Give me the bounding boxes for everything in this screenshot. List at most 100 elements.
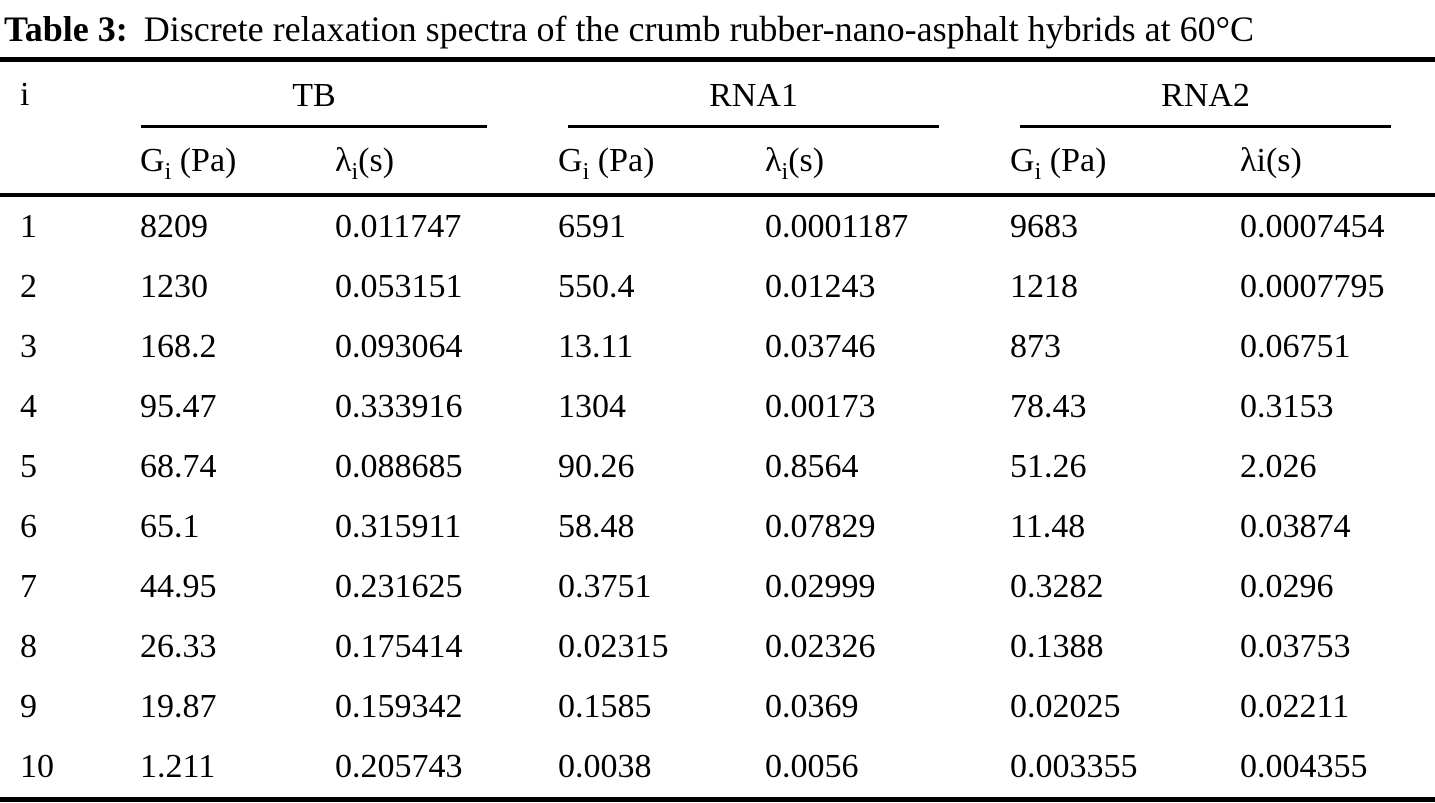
cell-rna1-lambda: 0.0056 bbox=[745, 737, 991, 802]
cell-rna1-g: 0.0038 bbox=[538, 737, 746, 802]
table-body: 1 8209 0.011747 6591 0.0001187 9683 0.00… bbox=[0, 195, 1435, 802]
cell-tb-lambda: 0.315911 bbox=[335, 508, 462, 545]
cell-tb-g: 168.2 bbox=[140, 328, 217, 365]
cell-tb-lambda: 0.053151 bbox=[335, 268, 463, 305]
cell-rna2-g: 51.26 bbox=[1010, 448, 1087, 485]
subheader-main: λ bbox=[335, 142, 352, 179]
subheader-tb-lambda: λi(s) bbox=[315, 129, 539, 197]
cell-rna1-lambda: 0.01243 bbox=[765, 268, 876, 305]
cell-rna1-lambda: 0.02999 bbox=[765, 568, 876, 605]
subheader-sub: i bbox=[1034, 158, 1042, 185]
cell-index: 10 bbox=[0, 737, 120, 802]
cell-rna1-g: 13.11 bbox=[558, 328, 634, 365]
subheader-rest: (s) bbox=[788, 142, 825, 179]
cell-tb-lambda: 0.205743 bbox=[315, 737, 539, 802]
subheader-main: G bbox=[1010, 142, 1035, 179]
cell-rna2-lambda: 0.0007795 bbox=[1240, 268, 1385, 305]
cell-tb-g: 1230 bbox=[140, 268, 208, 305]
cell-rna1-lambda: 0.07829 bbox=[765, 508, 876, 545]
cell-tb-g: 95.47 bbox=[140, 388, 217, 425]
table-caption-label: Table 3: bbox=[4, 9, 128, 49]
cell-tb-g: 68.74 bbox=[140, 448, 217, 485]
cell-index: 8 bbox=[20, 628, 37, 665]
cell-rna1-lambda: 0.02326 bbox=[765, 628, 876, 665]
cell-rna1-lambda: 0.03746 bbox=[765, 328, 876, 365]
cell-rna1-lambda: 0.0369 bbox=[765, 688, 859, 725]
cell-rna1-g: 0.1585 bbox=[558, 688, 652, 725]
subheader-rest: (s) bbox=[358, 142, 395, 179]
cell-rna1-lambda: 0.8564 bbox=[765, 448, 859, 485]
group-header-cell-tb: TB bbox=[120, 60, 538, 130]
cell-tb-lambda: 0.093064 bbox=[335, 328, 463, 365]
cell-rna1-g: 90.26 bbox=[558, 448, 635, 485]
group-header-rna1: RNA1 bbox=[568, 76, 940, 128]
cell-rna1-g: 0.3751 bbox=[558, 568, 652, 605]
cell-tb-g: 1.211 bbox=[120, 737, 315, 802]
table-header: i TB RNA1 RNA2 Gi (Pa) λi(s) Gi (Pa) λi(… bbox=[0, 59, 1435, 197]
cell-rna2-lambda: 0.03874 bbox=[1240, 508, 1351, 545]
cell-rna1-g: 1304 bbox=[558, 388, 627, 425]
cell-tb-g: 8209 bbox=[140, 208, 208, 245]
cell-index: 2 bbox=[20, 268, 37, 305]
cell-rna2-g: 0.1388 bbox=[1010, 628, 1104, 665]
relaxation-spectra-table: i TB RNA1 RNA2 Gi (Pa) λi(s) Gi (Pa) λi(… bbox=[0, 57, 1435, 802]
cell-rna2-g: 0.3282 bbox=[1010, 568, 1104, 605]
subheader-main: λi bbox=[1240, 142, 1266, 179]
subheader-row: Gi (Pa) λi(s) Gi (Pa) λi(s) Gi (Pa) λi(s… bbox=[0, 129, 1435, 197]
cell-tb-lambda: 0.159342 bbox=[335, 688, 463, 725]
subheader-tb-g: Gi (Pa) bbox=[120, 129, 315, 197]
cell-tb-g: 65.1 bbox=[140, 508, 200, 545]
group-header-row: i TB RNA1 RNA2 bbox=[0, 59, 1435, 197]
cell-rna2-lambda: 0.0296 bbox=[1240, 568, 1334, 605]
table-row: 2 1230 0.053151 550.4 0.01243 1218 0.000… bbox=[0, 257, 1435, 317]
cell-rna2-lambda: 0.02211 bbox=[1240, 688, 1350, 725]
cell-rna2-lambda: 0.03753 bbox=[1240, 628, 1351, 665]
cell-rna2-lambda: 0.0007454 bbox=[1240, 208, 1385, 245]
subheader-sub: i bbox=[164, 158, 172, 185]
table-caption: Table 3: Discrete relaxation spectra of t… bbox=[0, 0, 1435, 57]
cell-rna2-lambda: 0.004355 bbox=[1220, 737, 1435, 802]
table-row: 1 8209 0.011747 6591 0.0001187 9683 0.00… bbox=[0, 195, 1435, 257]
cell-tb-lambda: 0.011747 bbox=[335, 208, 462, 245]
cell-index: 6 bbox=[20, 508, 37, 545]
subheader-sub: i bbox=[351, 158, 359, 185]
cell-rna2-g: 0.02025 bbox=[1010, 688, 1121, 725]
cell-rna1-lambda: 0.00173 bbox=[765, 388, 876, 425]
cell-tb-g: 19.87 bbox=[140, 688, 217, 725]
cell-rna1-g: 6591 bbox=[558, 208, 627, 245]
table-row: 8 26.33 0.175414 0.02315 0.02326 0.1388 … bbox=[0, 617, 1435, 677]
cell-tb-lambda: 0.175414 bbox=[335, 628, 463, 665]
cell-rna2-g: 0.003355 bbox=[990, 737, 1221, 802]
table-row: 3 168.2 0.093064 13.11 0.03746 873 0.067… bbox=[0, 317, 1435, 377]
group-header-tb: TB bbox=[141, 76, 488, 128]
table-row: 6 65.1 0.315911 58.48 0.07829 11.48 0.03… bbox=[0, 497, 1435, 557]
group-header-rna2: RNA2 bbox=[1020, 76, 1392, 128]
cell-rna1-g: 550.4 bbox=[558, 268, 635, 305]
table-row: 10 1.211 0.205743 0.0038 0.0056 0.003355… bbox=[0, 737, 1435, 802]
cell-index: 3 bbox=[20, 328, 37, 365]
cell-rna2-lambda: 0.06751 bbox=[1240, 328, 1351, 365]
subheader-rest: (Pa) bbox=[1041, 142, 1107, 179]
column-header-i: i bbox=[0, 59, 120, 197]
cell-index: 4 bbox=[20, 388, 37, 425]
subheader-rna1-lambda: λi(s) bbox=[745, 129, 991, 197]
cell-rna2-g: 78.43 bbox=[1010, 388, 1087, 425]
table-row: 4 95.47 0.333916 1304 0.00173 78.43 0.31… bbox=[0, 377, 1435, 437]
group-header-cell-rna2: RNA2 bbox=[990, 60, 1435, 130]
cell-index: 7 bbox=[20, 568, 37, 605]
cell-rna1-g: 58.48 bbox=[558, 508, 635, 545]
table-caption-text: Discrete relaxation spectra of the crumb… bbox=[143, 9, 1254, 49]
cell-tb-lambda: 0.333916 bbox=[335, 388, 463, 425]
subheader-main: λ bbox=[765, 142, 782, 179]
cell-tb-g: 26.33 bbox=[140, 628, 217, 665]
cell-rna2-g: 9683 bbox=[1010, 208, 1079, 245]
subheader-rna2-g: Gi (Pa) bbox=[990, 129, 1221, 197]
cell-tb-g: 44.95 bbox=[140, 568, 217, 605]
table-row: 9 19.87 0.159342 0.1585 0.0369 0.02025 0… bbox=[0, 677, 1435, 737]
cell-rna2-lambda: 2.026 bbox=[1240, 448, 1317, 485]
cell-index: 1 bbox=[20, 208, 37, 245]
table-row: 5 68.74 0.088685 90.26 0.8564 51.26 2.02… bbox=[0, 437, 1435, 497]
subheader-main: G bbox=[140, 142, 165, 179]
subheader-rest: (Pa) bbox=[171, 142, 237, 179]
